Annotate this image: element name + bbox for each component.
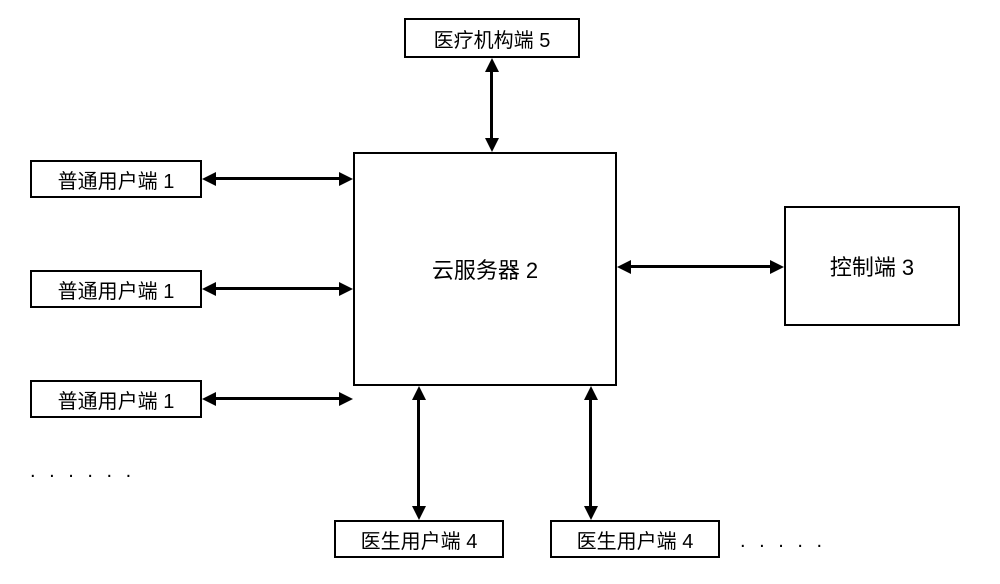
arrowhead-down-icon [485,138,499,152]
edge-user1-cloud [216,177,339,180]
ellipsis-doctors: . . . . . [740,530,826,553]
arrowhead-left-icon [202,282,216,296]
arrowhead-down-icon [584,506,598,520]
label-medical-institution: 医疗机构端 5 [434,24,551,53]
edge-cloud-doctor2 [589,400,592,506]
label-normal-user-3: 普通用户端 1 [58,385,175,414]
label-normal-user-2: 普通用户端 1 [58,275,175,304]
edge-user3-cloud [216,397,339,400]
node-normal-user-2: 普通用户端 1 [30,270,202,308]
arrowhead-down-icon [412,506,426,520]
arrowhead-up-icon [412,386,426,400]
arrowhead-left-icon [617,260,631,274]
label-cloud-server: 云服务器 2 [432,253,538,285]
arrowhead-right-icon [339,172,353,186]
edge-cloud-doctor1 [417,400,420,506]
label-doctor-user-2: 医生用户端 4 [577,525,694,554]
node-normal-user-3: 普通用户端 1 [30,380,202,418]
node-doctor-user-1: 医生用户端 4 [334,520,504,558]
arrowhead-up-icon [584,386,598,400]
arrowhead-up-icon [485,58,499,72]
node-doctor-user-2: 医生用户端 4 [550,520,720,558]
node-normal-user-1: 普通用户端 1 [30,160,202,198]
ellipsis-users: . . . . . . [30,460,135,483]
arrowhead-right-icon [339,392,353,406]
arrowhead-left-icon [202,392,216,406]
node-cloud-server: 云服务器 2 [353,152,617,386]
node-control-end: 控制端 3 [784,206,960,326]
edge-cloud-control [631,265,770,268]
edge-medical-cloud [490,72,493,138]
arrowhead-left-icon [202,172,216,186]
label-normal-user-1: 普通用户端 1 [58,165,175,194]
label-control-end: 控制端 3 [830,250,914,282]
edge-user2-cloud [216,287,339,290]
arrowhead-right-icon [770,260,784,274]
arrowhead-right-icon [339,282,353,296]
label-doctor-user-1: 医生用户端 4 [361,525,478,554]
node-medical-institution: 医疗机构端 5 [404,18,580,58]
